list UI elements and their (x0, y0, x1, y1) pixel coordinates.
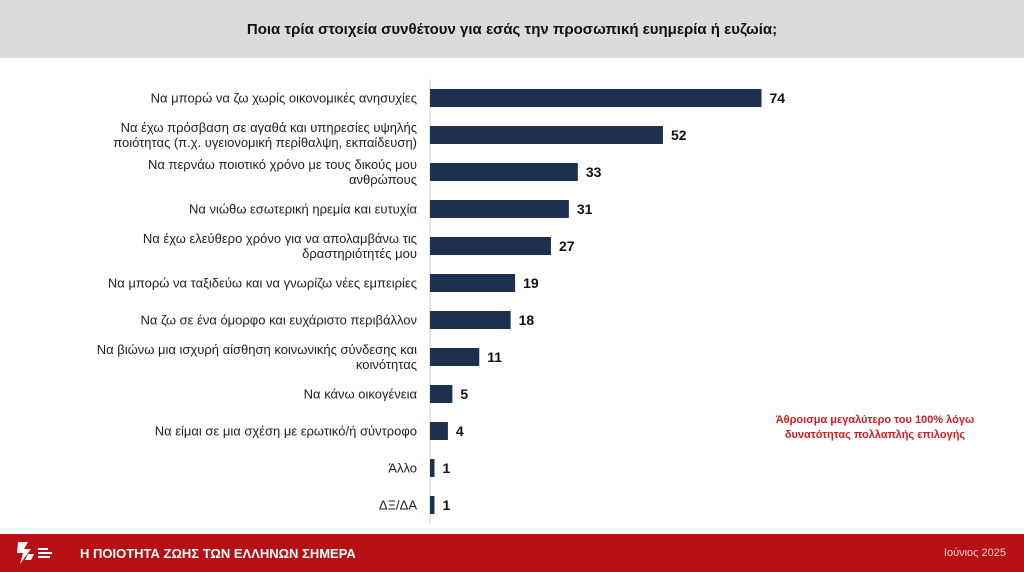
category-label: Να έχω ελεύθερο χρόνο για να απολαμβάνω … (143, 231, 417, 261)
bar (430, 459, 435, 477)
category-label-line: ΔΞ/ΔΑ (379, 498, 417, 513)
bar (430, 89, 762, 107)
organization-logo-icon (17, 542, 52, 564)
bar (430, 126, 663, 144)
footer-bar: Η ΠΟΙΟΤΗΤΑ ΖΩΗΣ ΤΩΝ ΕΛΛΗΝΩΝ ΣΗΜΕΡΑ Ιούνι… (0, 534, 1024, 572)
data-label: 11 (487, 349, 502, 365)
footer-date: Ιούνιος 2025 (943, 547, 1006, 559)
category-label-line: Να περνάω ποιοτικό χρόνο με τους δικούς … (148, 157, 417, 172)
bar (430, 237, 551, 255)
category-label-line: Να έχω ελεύθερο χρόνο για να απολαμβάνω … (143, 231, 417, 246)
bar (430, 163, 578, 181)
category-label-line: Να έχω πρόσβαση σε αγαθά και υπηρεσίες υ… (121, 120, 417, 135)
bar (430, 348, 480, 366)
category-label: Να μπορώ να ταξιδεύω και να γνωρίζω νέες… (108, 276, 417, 291)
category-label: Να έχω πρόσβαση σε αγαθά και υπηρεσίες υ… (113, 120, 417, 150)
data-label: 74 (770, 90, 786, 106)
category-label: Να μπορώ να ζω χωρίς οικονομικές ανησυχί… (151, 91, 417, 106)
category-label: Να περνάω ποιοτικό χρόνο με τους δικούς … (148, 157, 417, 187)
data-label: 27 (559, 238, 575, 254)
category-label-line: Να μπορώ να ταξιδεύω και να γνωρίζω νέες… (108, 276, 417, 291)
footnote-line-1: Άθροισμα μεγαλύτερο του 100% λόγω (775, 414, 975, 426)
footer-title: Η ΠΟΙΟΤΗΤΑ ΖΩΗΣ ΤΩΝ ΕΛΛΗΝΩΝ ΣΗΜΕΡΑ (80, 546, 356, 561)
footnote: Άθροισμα μεγαλύτερο του 100% λόγω δυνατό… (740, 413, 1010, 443)
data-label: 31 (577, 201, 593, 217)
bar (430, 385, 453, 403)
category-label: ΔΞ/ΔΑ (379, 498, 417, 513)
bars-group: 74 Να μπορώ να ζω χωρίς οικονομικές ανησυ… (97, 89, 786, 514)
category-label-line: Να βιώνω μια ισχυρή αίσθηση κοινωνικής σ… (97, 342, 417, 357)
category-label: Να κάνω οικογένεια (304, 387, 418, 402)
category-label: Να είμαι σε μια σχέση με ερωτικό/ή σύντρ… (155, 424, 417, 439)
category-label-line: κοινότητας (356, 357, 417, 372)
bar (430, 311, 511, 329)
bar-chart: 74 Να μπορώ να ζω χωρίς οικονομικές ανησυ… (97, 79, 786, 524)
bar (430, 200, 569, 218)
data-label: 19 (523, 275, 539, 291)
chart-title: Ποια τρία στοιχεία συνθέτουν για εσάς τη… (246, 20, 778, 38)
category-label: Άλλο (388, 461, 417, 476)
category-label: Να νιώθω εσωτερική ηρεμία και ευτυχία (189, 202, 418, 217)
category-label-line: Να νιώθω εσωτερική ηρεμία και ευτυχία (189, 202, 418, 217)
category-label: Να ζω σε ένα όμορφο και ευχάριστο περιβά… (140, 313, 417, 328)
category-label-line: δραστηριότητές μου (302, 246, 417, 261)
data-label: 1 (442, 497, 450, 513)
bar (430, 496, 435, 514)
category-label-line: Να κάνω οικογένεια (304, 387, 418, 402)
category-label-line: ανθρώπους (349, 172, 417, 187)
category-label-line: Άλλο (388, 461, 417, 476)
data-label: 52 (671, 127, 687, 143)
category-label-line: Να μπορώ να ζω χωρίς οικονομικές ανησυχί… (151, 91, 417, 106)
data-label: 5 (460, 386, 468, 402)
data-label: 18 (519, 312, 535, 328)
bar (430, 274, 516, 292)
data-label: 1 (442, 460, 450, 476)
category-label-line: ποιότητας (π.χ. υγειονομική περίθαλψη, ε… (113, 135, 417, 150)
bar (430, 422, 448, 440)
category-label: Να βιώνω μια ισχυρή αίσθηση κοινωνικής σ… (97, 342, 417, 372)
data-label: 33 (586, 164, 602, 180)
chart-header: Ποια τρία στοιχεία συνθέτουν για εσάς τη… (0, 0, 1024, 58)
data-label: 4 (456, 423, 464, 439)
category-label-line: Να είμαι σε μια σχέση με ερωτικό/ή σύντρ… (155, 424, 417, 439)
category-label-line: Να ζω σε ένα όμορφο και ευχάριστο περιβά… (140, 313, 417, 328)
footnote-line-2: δυνατότητας πολλαπλής επιλογής (784, 429, 966, 441)
